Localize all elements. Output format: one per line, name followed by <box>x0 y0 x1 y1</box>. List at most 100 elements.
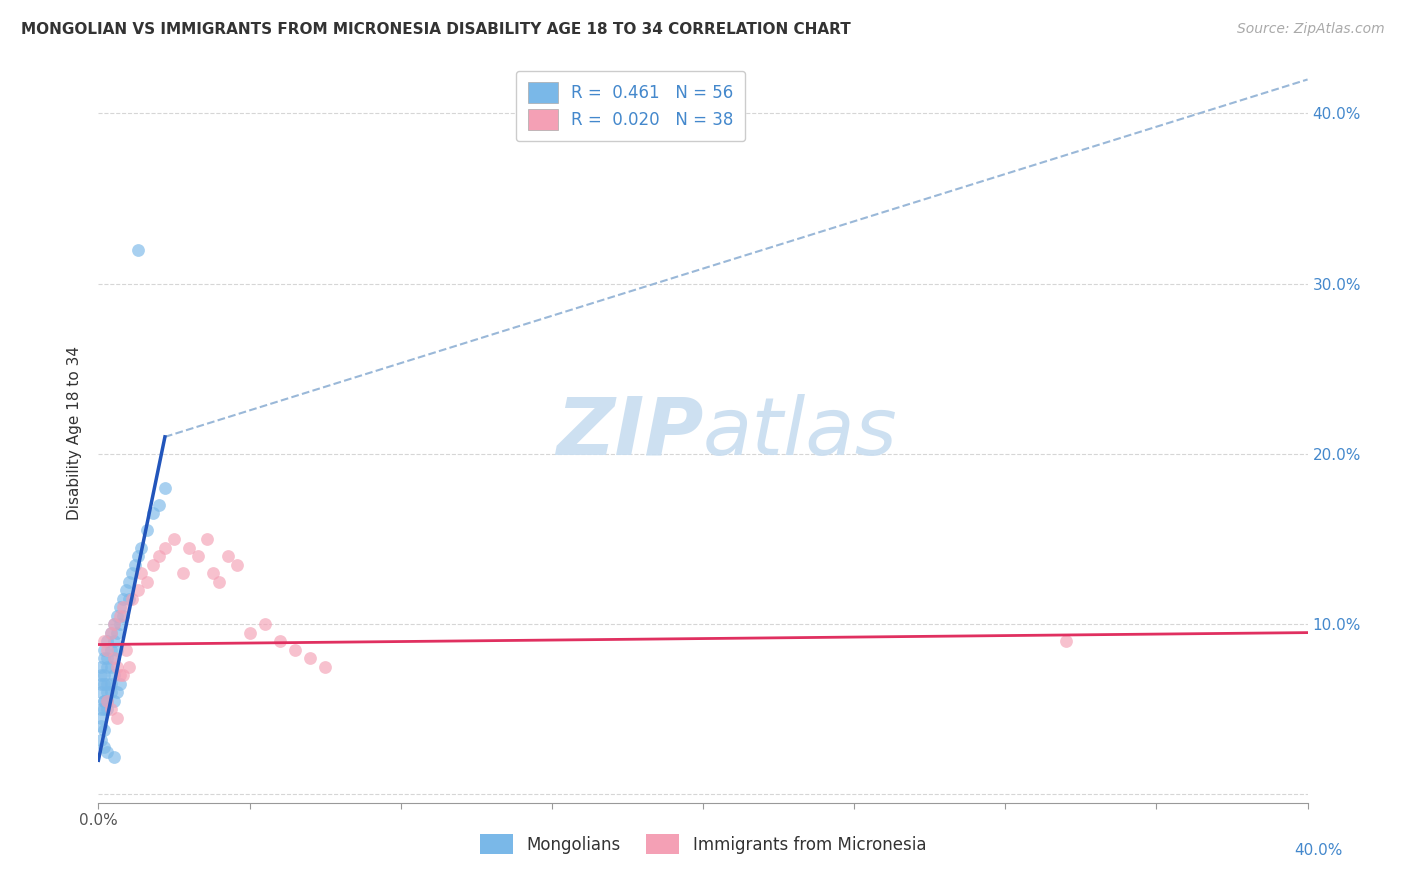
Point <box>93 694 115 708</box>
Point <box>100 625 122 640</box>
Point <box>118 574 141 589</box>
Point <box>105 642 128 657</box>
Point <box>269 634 291 648</box>
Point <box>127 243 149 257</box>
Point <box>114 582 136 597</box>
Point <box>153 541 176 555</box>
Point <box>96 659 118 673</box>
Point <box>93 694 115 708</box>
Point <box>90 702 112 716</box>
Point <box>96 694 118 708</box>
Point <box>103 694 125 708</box>
Point <box>179 541 201 555</box>
Point <box>172 566 194 580</box>
Point <box>100 642 122 657</box>
Point <box>124 558 146 572</box>
Point <box>96 651 118 665</box>
Point <box>96 745 118 759</box>
Point <box>129 541 152 555</box>
Point <box>118 659 141 673</box>
Point <box>135 574 157 589</box>
Point <box>142 507 165 521</box>
Point <box>148 498 170 512</box>
Point <box>103 617 125 632</box>
Text: 40.0%: 40.0% <box>1295 843 1343 858</box>
Point <box>103 617 125 632</box>
Point <box>299 651 322 665</box>
Point <box>114 642 136 657</box>
Point <box>108 617 131 632</box>
Point <box>93 634 115 648</box>
Point <box>93 642 115 657</box>
Point <box>253 617 276 632</box>
Point <box>314 659 336 673</box>
Point <box>129 566 152 580</box>
Point <box>195 532 218 546</box>
Point <box>103 668 125 682</box>
Point <box>93 739 115 754</box>
Point <box>93 723 115 737</box>
Point <box>96 642 118 657</box>
Point <box>118 591 141 606</box>
Point <box>105 685 128 699</box>
Point <box>111 591 134 606</box>
Point <box>127 549 149 563</box>
Point <box>100 625 122 640</box>
Point <box>90 732 112 747</box>
Point <box>284 642 307 657</box>
Point <box>90 659 112 673</box>
Legend: Mongolians, Immigrants from Micronesia: Mongolians, Immigrants from Micronesia <box>474 828 932 861</box>
Point <box>100 702 122 716</box>
Point <box>148 549 170 563</box>
Point <box>208 574 231 589</box>
Point <box>105 711 128 725</box>
Point <box>202 566 225 580</box>
Point <box>96 634 118 648</box>
Point <box>90 711 112 725</box>
Point <box>108 668 131 682</box>
Text: ZIP: ZIP <box>555 393 703 472</box>
Point <box>90 685 112 699</box>
Point <box>96 702 118 716</box>
Point <box>103 651 125 665</box>
Point <box>93 651 115 665</box>
Point <box>239 625 262 640</box>
Point <box>108 600 131 615</box>
Point <box>127 582 149 597</box>
Point <box>96 685 118 699</box>
Text: atlas: atlas <box>703 393 898 472</box>
Point <box>111 600 134 615</box>
Point <box>105 625 128 640</box>
Point <box>93 676 115 690</box>
Point <box>93 668 115 682</box>
Text: Source: ZipAtlas.com: Source: ZipAtlas.com <box>1237 22 1385 37</box>
Point <box>96 676 118 690</box>
Point <box>90 676 112 690</box>
Point <box>226 558 249 572</box>
Point <box>1054 634 1077 648</box>
Point <box>163 532 186 546</box>
Point <box>100 685 122 699</box>
Point <box>121 566 143 580</box>
Point <box>187 549 209 563</box>
Point <box>108 676 131 690</box>
Point <box>100 659 122 673</box>
Text: MONGOLIAN VS IMMIGRANTS FROM MICRONESIA DISABILITY AGE 18 TO 34 CORRELATION CHAR: MONGOLIAN VS IMMIGRANTS FROM MICRONESIA … <box>21 22 851 37</box>
Point <box>103 749 125 764</box>
Point <box>217 549 239 563</box>
Point <box>153 481 176 495</box>
Point <box>142 558 165 572</box>
Point <box>96 694 118 708</box>
Point <box>105 608 128 623</box>
Point <box>90 719 112 733</box>
Point <box>121 591 143 606</box>
Point <box>111 668 134 682</box>
Point <box>103 634 125 648</box>
Point <box>103 651 125 665</box>
Point <box>105 659 128 673</box>
Y-axis label: Disability Age 18 to 34: Disability Age 18 to 34 <box>67 345 83 520</box>
Point <box>135 524 157 538</box>
Point <box>108 608 131 623</box>
Point <box>100 676 122 690</box>
Point <box>111 608 134 623</box>
